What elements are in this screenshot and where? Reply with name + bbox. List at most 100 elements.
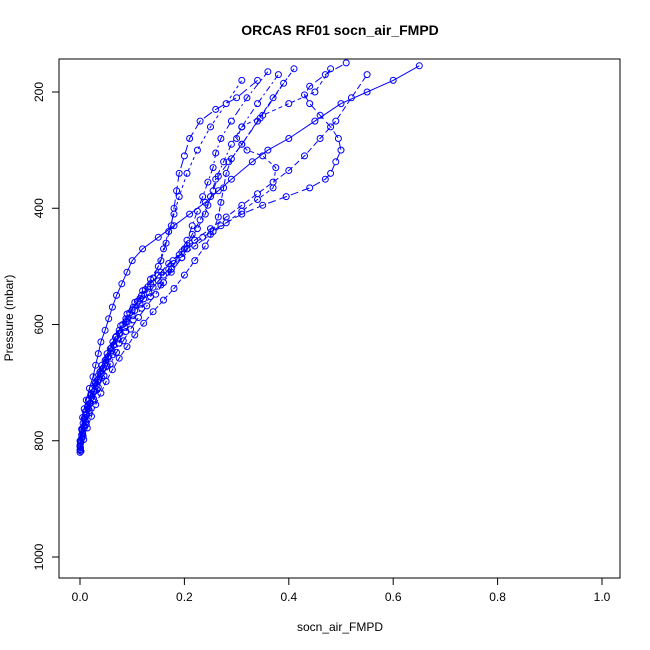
data-point xyxy=(101,326,109,334)
data-point xyxy=(217,198,225,206)
data-point xyxy=(170,285,178,292)
data-point xyxy=(170,210,178,218)
data-point xyxy=(113,291,120,299)
data-point xyxy=(256,114,264,122)
data-point xyxy=(227,117,235,125)
data-point xyxy=(175,169,183,177)
data-point xyxy=(363,88,371,96)
series-line xyxy=(79,65,420,453)
data-point xyxy=(306,82,314,90)
data-point xyxy=(108,303,116,311)
data-point xyxy=(140,295,148,303)
data-point xyxy=(311,117,319,125)
data-point xyxy=(254,76,261,84)
data-point xyxy=(334,135,342,142)
data-point xyxy=(97,338,105,346)
data-point xyxy=(117,322,125,330)
series-line xyxy=(79,62,347,447)
series-4 xyxy=(77,65,335,448)
data-point xyxy=(131,331,139,339)
data-point xyxy=(180,245,188,253)
data-point xyxy=(116,330,124,338)
data-point xyxy=(337,146,345,154)
data-point xyxy=(199,193,207,201)
data-point xyxy=(139,245,147,253)
data-point xyxy=(272,164,280,172)
data-point xyxy=(102,378,110,385)
y-axis: 200 400 600 800 1000 xyxy=(32,82,59,570)
data-point xyxy=(160,271,167,279)
x-axis: 0.0 0.2 0.4 0.6 0.8 1.0 xyxy=(72,578,611,604)
data-point xyxy=(188,230,196,238)
data-point xyxy=(123,318,131,326)
data-point xyxy=(191,257,199,265)
series-line xyxy=(80,68,295,452)
data-point xyxy=(113,348,120,356)
data-point xyxy=(363,71,371,79)
data-point xyxy=(98,365,106,373)
data-point xyxy=(140,319,148,327)
data-point xyxy=(332,117,340,125)
data-point xyxy=(209,187,217,195)
data-point xyxy=(214,213,222,221)
data-point xyxy=(162,239,170,247)
data-point xyxy=(254,100,261,108)
data-point xyxy=(264,68,272,76)
data-point xyxy=(183,245,191,253)
data-point xyxy=(259,201,267,209)
data-point xyxy=(209,228,217,235)
data-point xyxy=(180,152,188,160)
data-point xyxy=(290,65,298,73)
data-point xyxy=(214,187,222,195)
data-point xyxy=(180,271,188,279)
data-point xyxy=(227,140,235,148)
data-point xyxy=(207,193,214,201)
data-point xyxy=(175,251,183,259)
data-point xyxy=(282,193,290,201)
data-point xyxy=(160,245,167,253)
data-point xyxy=(186,135,194,142)
data-point xyxy=(97,389,105,397)
data-point xyxy=(243,146,251,154)
data-point xyxy=(188,222,196,230)
data-point xyxy=(115,339,123,347)
data-point xyxy=(115,354,123,362)
data-point xyxy=(269,184,277,192)
x-axis-label: socn_air_FMPD xyxy=(297,620,383,634)
data-point xyxy=(143,302,151,310)
data-point xyxy=(243,94,251,102)
data-point xyxy=(327,169,335,177)
data-point xyxy=(76,446,84,454)
series-10 xyxy=(76,79,288,454)
data-point xyxy=(222,219,230,227)
data-point xyxy=(233,94,241,102)
data-point xyxy=(285,167,293,174)
data-point xyxy=(160,296,167,304)
data-point xyxy=(183,169,191,177)
data-point xyxy=(238,210,246,218)
data-point xyxy=(196,216,204,224)
data-point xyxy=(269,94,277,102)
data-point xyxy=(131,307,139,314)
data-point xyxy=(415,62,423,70)
data-point xyxy=(160,279,167,287)
series-line xyxy=(80,74,368,450)
data-point xyxy=(222,169,230,177)
data-point xyxy=(167,222,175,230)
data-point xyxy=(170,260,178,267)
x-tick-label: 1.0 xyxy=(594,590,611,604)
data-point xyxy=(128,257,136,265)
series-3 xyxy=(76,59,350,451)
y-tick-label: 800 xyxy=(32,430,46,450)
chart-title: ORCAS RF01 socn_air_FMPD xyxy=(241,22,439,38)
data-point xyxy=(82,411,90,419)
series-line xyxy=(80,74,279,448)
data-point xyxy=(112,333,119,341)
data-point xyxy=(85,384,93,392)
series-7 xyxy=(77,65,298,455)
data-point xyxy=(104,353,112,361)
data-point xyxy=(193,207,201,215)
data-point xyxy=(204,178,212,186)
data-point xyxy=(106,360,114,368)
